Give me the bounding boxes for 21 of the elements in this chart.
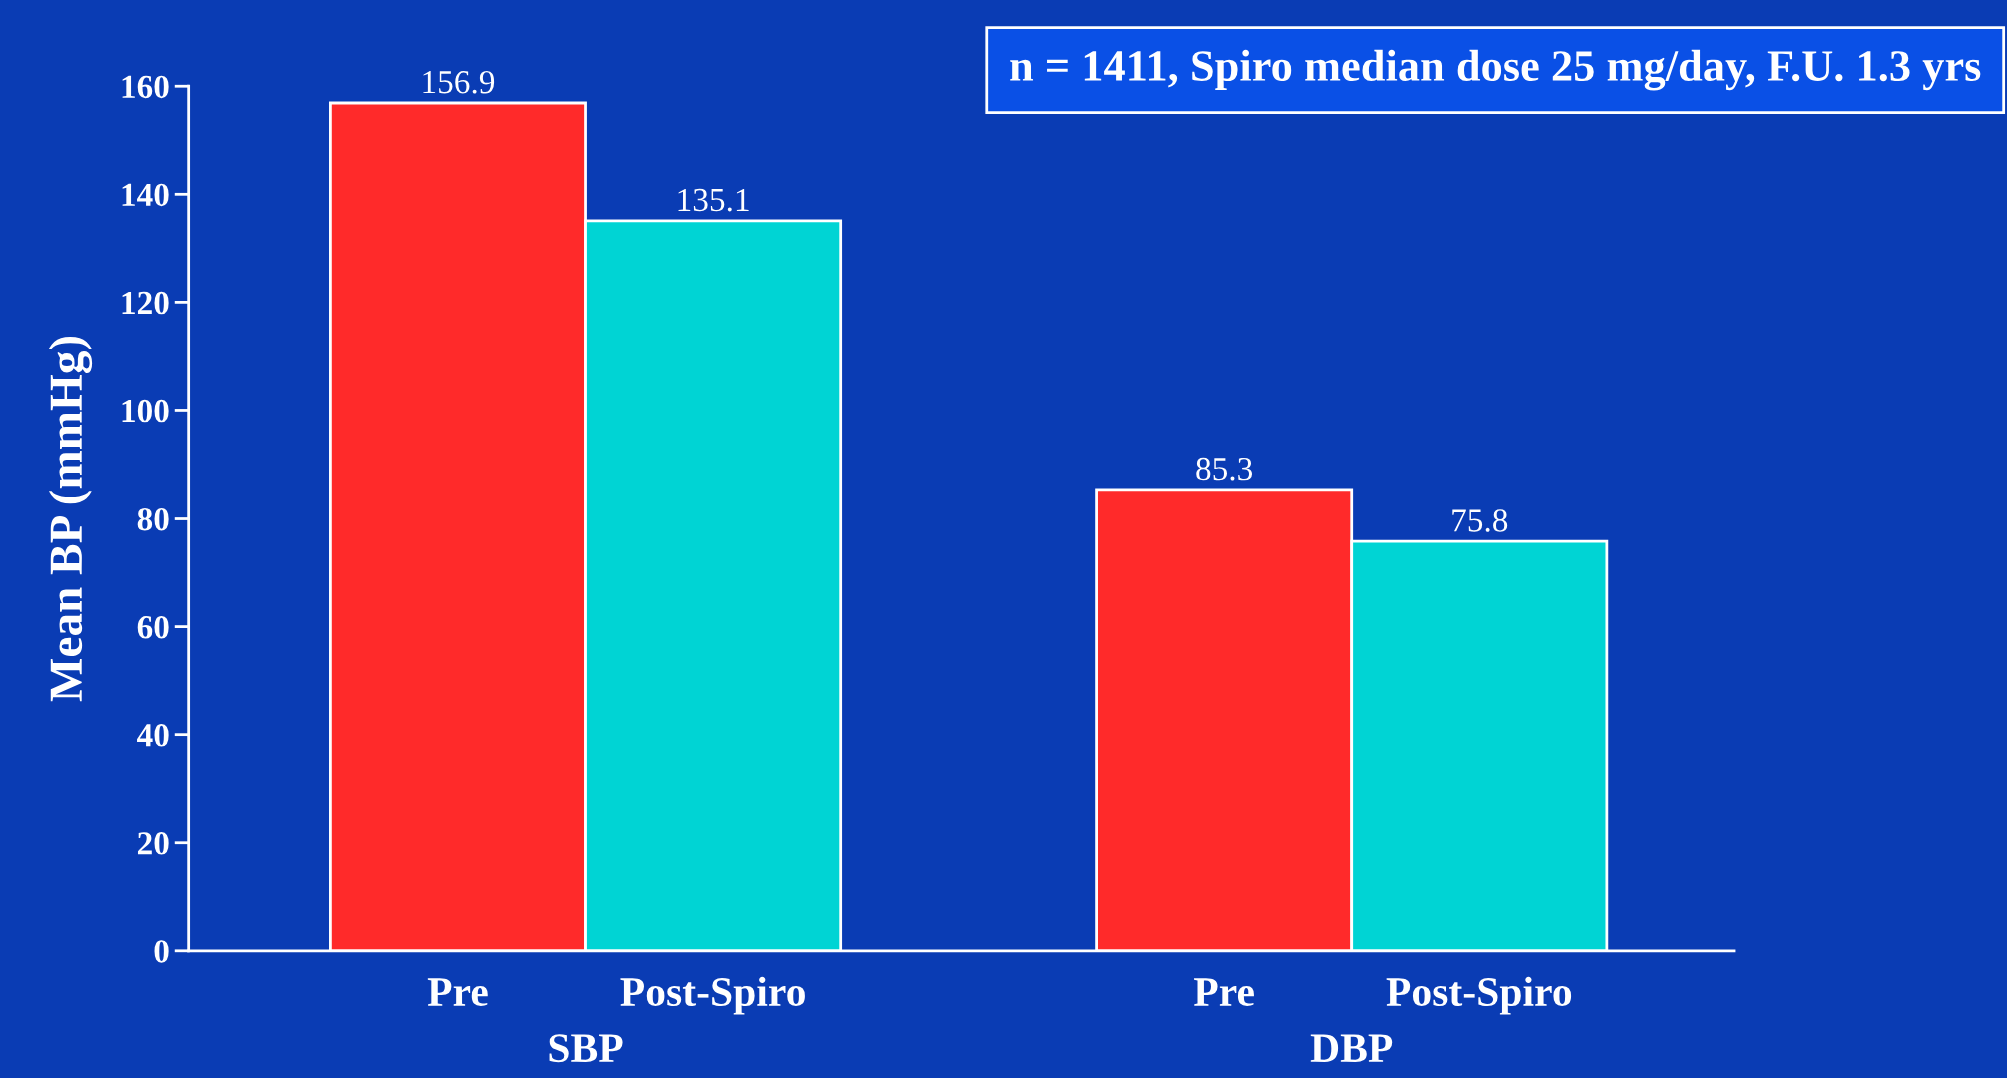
data-label: 135.1 <box>678 188 749 212</box>
y-tick-label: 140 <box>122 183 169 207</box>
y-axis-title: Mean BP (mmHg) <box>48 336 93 702</box>
text: Pre <box>1194 978 1254 1007</box>
annotation: n = 1411, Spiro median dose 25 mg/day, F.U. 1.3 yrs <box>1010 49 1981 91</box>
data-label: 85.3 <box>1196 457 1253 481</box>
y-tick-label: 40 <box>137 724 169 747</box>
x-tick-label: SBP <box>549 1034 623 1063</box>
x-tick-label: DBP <box>1310 1034 1393 1062</box>
data-label: 75.8 <box>1452 509 1508 532</box>
y-tick-label: 120 <box>122 291 169 315</box>
series-label: Post-Spiro <box>620 976 805 1015</box>
y-tick-label: 20 <box>137 832 169 855</box>
y-tick-label: 0 <box>154 940 169 963</box>
text: Post-Spiro <box>1386 976 1572 1015</box>
series-label: Pre <box>427 978 488 1007</box>
y-tick-label: 160 <box>122 75 169 99</box>
y-tick-label: 60 <box>137 615 169 639</box>
data-label: 156.9 <box>423 71 495 94</box>
y-tick-label: 100 <box>122 399 169 423</box>
y-tick-label: 80 <box>137 507 169 531</box>
